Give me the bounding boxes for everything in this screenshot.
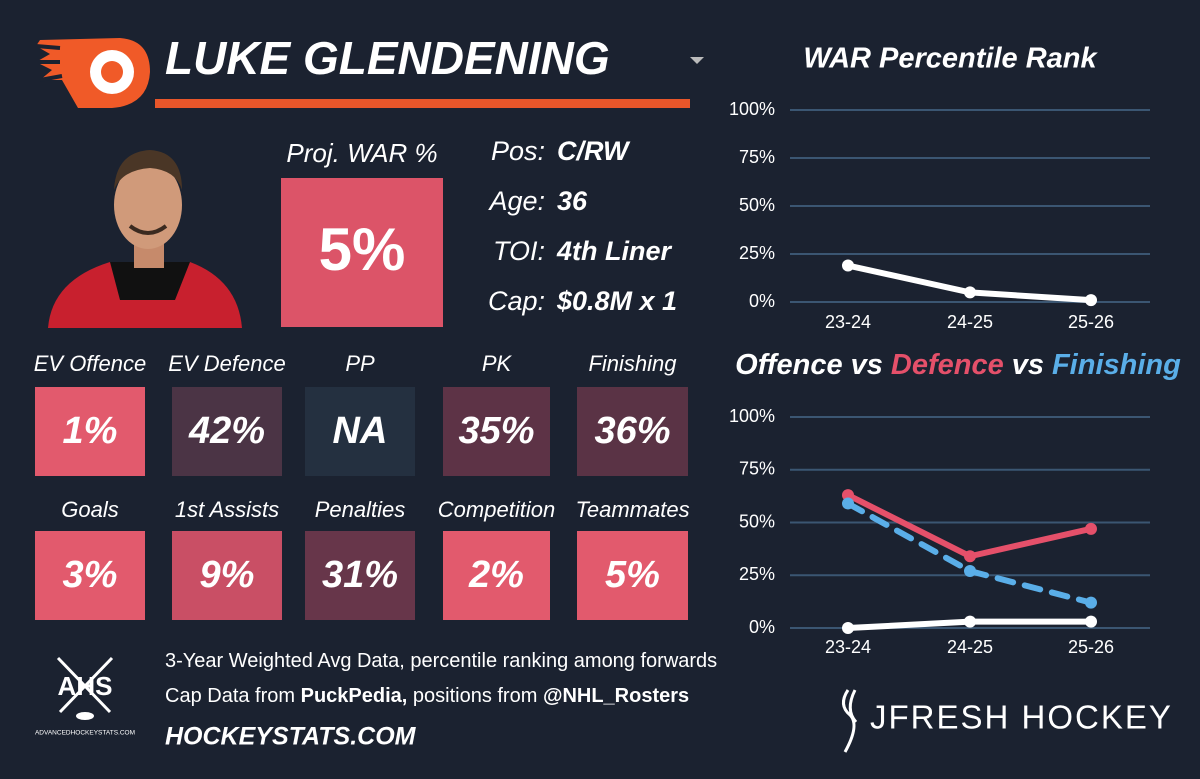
tile-value: 36% [594,410,670,452]
tile-value: 5% [605,554,660,596]
tile-value: 3% [63,554,118,596]
dropdown-arrow[interactable] [690,57,704,64]
ahs-logo [56,656,114,720]
series-point [1085,522,1097,535]
stat-tile [35,531,145,620]
chart-title: WAR Percentile Rank [803,43,1098,75]
series-point [964,565,976,578]
x-tick-label: 25-26 [1068,312,1114,332]
player-name: LUKE GLENDENING [165,32,610,84]
y-tick-label: 25% [739,243,775,263]
x-tick-label: 23-24 [825,637,871,657]
stat-tile [443,531,550,620]
y-tick-label: 75% [739,147,775,167]
info-label: TOI: [493,236,545,266]
tile-label: EV Defence [168,351,285,376]
title-separator: vs [851,349,883,381]
note-part: 3-Year Weighted Avg Data, percentile ran… [165,650,717,672]
stat-tile [172,531,282,620]
tile-label: PP [345,351,375,376]
tile-value: 42% [188,410,265,452]
series-point [1085,294,1097,307]
series-point [1085,615,1097,628]
series-point [842,259,854,272]
stat-tile [577,531,688,620]
tile-label: PK [482,351,513,376]
footer-note: 3-Year Weighted Avg Data, percentile ran… [165,650,717,672]
y-tick-label: 100% [729,406,775,426]
tile-label: Finishing [588,351,677,376]
tile-label: 1st Assists [175,497,279,522]
y-tick-label: 0% [749,617,775,637]
tile-label: Teammates [575,497,689,522]
projection-value: 5% [319,216,406,283]
series-point [842,622,854,634]
note-part: PuckPedia, [301,685,408,707]
chart-title: Offence vs Defence vs Finishing [735,349,1181,381]
logo-url: ADVANCEDHOCKEYSTATS.COM [35,730,135,737]
team-logo [35,38,150,108]
series-point [842,489,854,502]
y-tick-label: 50% [739,511,775,531]
legend-entry: Defence [891,349,1004,381]
note-part: @NHL_Rosters [543,685,689,707]
footer-note: Cap Data from PuckPedia, positions from … [165,685,689,707]
x-tick-label: 25-26 [1068,637,1114,657]
tile-value: 2% [468,554,524,596]
player-photo [48,150,242,328]
tile-value: NA [333,410,388,452]
tile-label: Competition [438,497,555,522]
series-point [964,550,976,563]
stat-tile [305,387,415,476]
stat-tile [443,387,550,476]
stat-tile [172,387,282,476]
x-tick-label: 23-24 [825,312,871,332]
tile-label: Goals [61,497,118,522]
name-underline [155,99,690,108]
info-label: Cap: [488,286,545,316]
tile-value: 31% [322,554,398,596]
x-tick-label: 24-25 [947,312,993,332]
legend-entry: Offence [735,349,842,381]
x-tick-label: 24-25 [947,637,993,657]
stat-tile [577,387,688,476]
legend-entry: Finishing [1052,349,1181,381]
tile-label: Penalties [315,497,406,522]
note-part: Cap Data from [165,685,301,707]
series-point [964,286,976,299]
logo-title: AHS [58,671,113,701]
stat-tile [35,387,145,476]
site-link: HOCKEYSTATS.COM [165,723,417,751]
y-tick-label: 25% [739,564,775,584]
info-label: Age: [487,186,545,216]
stat-tile [305,531,415,620]
y-tick-label: 75% [739,459,775,479]
brand-name: JFRESH HOCKEY [870,699,1173,736]
tile-value: 35% [458,410,534,452]
info-value: 36 [557,186,588,216]
tile-value: 9% [200,554,255,596]
projection-tile [281,178,443,327]
info-value: C/RW [557,136,631,166]
info-label: Pos: [491,136,545,166]
series-point [964,615,976,628]
y-tick-label: 0% [749,291,775,311]
note-part: positions from [407,685,543,707]
title-separator: vs [1012,349,1044,381]
y-tick-label: 100% [729,99,775,119]
tile-value: 1% [63,410,118,452]
projection-label: Proj. WAR % [286,138,437,168]
info-value: $0.8M x 1 [556,286,677,316]
series-point [1085,596,1097,609]
series-point [842,497,854,510]
info-value: 4th Liner [556,236,673,266]
brand-mark [842,689,858,753]
y-tick-label: 50% [739,195,775,215]
tile-label: EV Offence [34,351,147,376]
